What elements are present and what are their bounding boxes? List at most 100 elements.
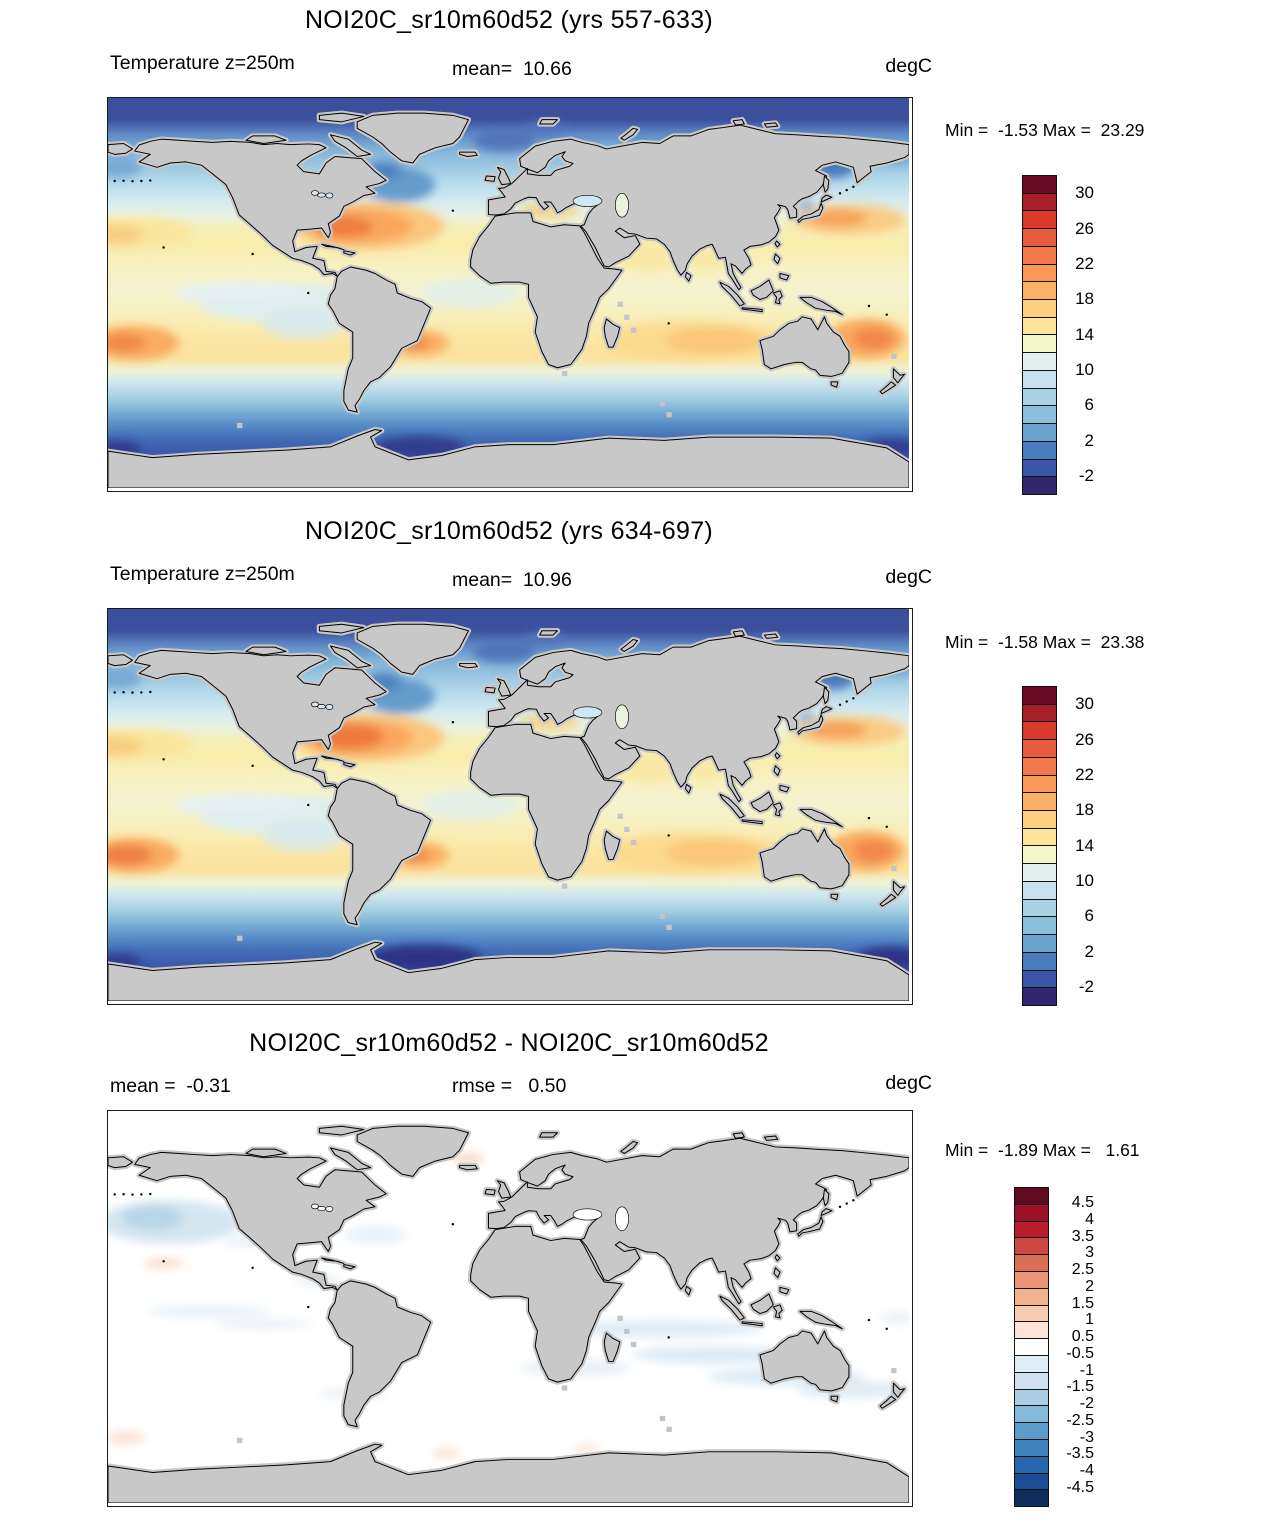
colorbar-cell [1023, 969, 1056, 988]
panel3-rmse-label: rmse = 0.50 [452, 1075, 567, 1097]
panel2-map [107, 608, 913, 1005]
colorbar-cell [1023, 299, 1056, 317]
panel3-title: NOI20C_sr10m60d52 - NOI20C_sr10m60d52 [249, 1029, 769, 1057]
colorbar-tick-label: 30 [1075, 183, 1094, 203]
colorbar-cell [1023, 192, 1056, 211]
colorbar-cell [1023, 987, 1056, 1005]
panel1-map-svg [108, 98, 909, 488]
colorbar-tick-label: 2 [1085, 1277, 1094, 1295]
colorbar-tick-label: 0.5 [1071, 1328, 1094, 1346]
colorbar-cell [1015, 1438, 1048, 1456]
colorbar-tick-label: -3.5 [1066, 1445, 1094, 1463]
colorbar-cell [1015, 1354, 1048, 1372]
panel2-colorbar-ticks: 30 26 22 18 14 10 6 2 -2 [1060, 686, 1094, 1004]
colorbar-cell [1015, 1304, 1048, 1322]
colorbar-tick-label: 1 [1085, 1311, 1094, 1329]
panel2-title: NOI20C_sr10m60d52 (yrs 634-697) [304, 517, 714, 545]
colorbar-cell [1023, 210, 1056, 229]
colorbar-tick-label: -4.5 [1066, 1478, 1094, 1496]
panel1-colorbar-ticks: 30 26 22 18 14 10 6 2 -2 [1060, 175, 1094, 493]
colorbar-cell [1023, 951, 1056, 970]
colorbar-cell [1023, 369, 1056, 388]
colorbar-cell [1015, 1489, 1048, 1507]
colorbar-cell [1023, 845, 1056, 864]
colorbar-cell [1023, 440, 1056, 459]
colorbar-tick-label: 1.5 [1071, 1294, 1094, 1312]
colorbar-cell [1015, 1287, 1048, 1305]
panel2-map-svg [108, 609, 909, 1001]
colorbar-cell [1023, 352, 1056, 370]
colorbar-cell [1023, 863, 1056, 881]
colorbar-tick-label: -4 [1079, 1462, 1094, 1480]
colorbar-tick-label: -2 [1079, 1395, 1094, 1413]
colorbar-cell [1015, 1203, 1048, 1221]
colorbar-cell [1023, 898, 1056, 917]
colorbar-cell [1015, 1321, 1048, 1339]
panel2-units-label: degC [885, 566, 932, 588]
colorbar-tick-label: -0.5 [1066, 1344, 1094, 1362]
colorbar-cell [1015, 1455, 1048, 1473]
panel2-variable-label: Temperature z=250m [110, 563, 295, 585]
colorbar-cell [1023, 880, 1056, 899]
colorbar-cell [1023, 263, 1056, 282]
colorbar-tick-label: 26 [1075, 218, 1094, 238]
colorbar-cell [1023, 228, 1056, 246]
colorbar-cell [1015, 1371, 1048, 1389]
colorbar-cell [1023, 176, 1056, 193]
panel3-colorbar-ticks: 4.5 4 3.5 3 2.5 2 1.5 1 0.5 -0.5 -1 -1.5 -2 -2.5 -3 -3.… [1052, 1187, 1094, 1505]
colorbar-cell [1023, 334, 1056, 353]
colorbar-cell [1015, 1472, 1048, 1490]
colorbar-cell [1023, 687, 1056, 704]
colorbar-tick-label: 2 [1084, 941, 1094, 961]
colorbar-cell [1023, 281, 1056, 300]
colorbar-cell [1023, 756, 1056, 775]
colorbar-tick-label: -1 [1079, 1361, 1094, 1379]
panel2-mean-label: mean= 10.96 [452, 569, 572, 591]
colorbar-tick-label: 14 [1075, 324, 1094, 344]
panel3-map [107, 1110, 913, 1507]
colorbar-cell [1023, 739, 1056, 757]
colorbar-cell [1023, 703, 1056, 722]
colorbar-tick-label: 6 [1084, 906, 1094, 926]
colorbar-cell [1015, 1270, 1048, 1288]
colorbar-tick-label: -1.5 [1066, 1378, 1094, 1396]
colorbar-tick-label: 30 [1075, 694, 1094, 714]
colorbar-cell [1023, 458, 1056, 477]
colorbar-tick-label: 2 [1084, 430, 1094, 450]
colorbar-tick-label: -2 [1078, 465, 1094, 485]
colorbar-cell [1023, 792, 1056, 811]
panel3-map-svg [108, 1111, 909, 1503]
panel1-units-label: degC [885, 55, 932, 77]
colorbar-tick-label: 18 [1075, 800, 1094, 820]
panel3-mean-label: mean = -0.31 [110, 1075, 231, 1097]
panel3-colorbar [1014, 1187, 1049, 1507]
colorbar-tick-label: 4 [1085, 1210, 1094, 1228]
colorbar-cell [1023, 316, 1056, 335]
panel1-map [107, 97, 913, 492]
colorbar-cell [1023, 774, 1056, 793]
colorbar-tick-label: 10 [1075, 359, 1094, 379]
panel2-minmax: Min = -1.58 Max = 23.38 [945, 632, 1145, 652]
colorbar-cell [1023, 423, 1056, 441]
colorbar-cell [1015, 1220, 1048, 1238]
colorbar-tick-label: 3.5 [1071, 1227, 1094, 1245]
colorbar-tick-label: 26 [1075, 729, 1094, 749]
panel3-units-label: degC [885, 1072, 932, 1094]
colorbar-cell [1023, 827, 1056, 846]
colorbar-cell [1023, 721, 1056, 740]
colorbar-cell [1023, 405, 1056, 424]
colorbar-tick-label: -3 [1079, 1428, 1094, 1446]
colorbar-cell [1023, 934, 1056, 952]
colorbar-cell [1023, 476, 1056, 494]
colorbar-tick-label: 14 [1075, 835, 1094, 855]
colorbar-cell [1015, 1188, 1048, 1204]
colorbar-tick-label: 22 [1075, 764, 1094, 784]
colorbar-cell [1015, 1422, 1048, 1439]
colorbar-tick-label: 4.5 [1071, 1194, 1094, 1212]
colorbar-tick-label: 6 [1084, 395, 1094, 415]
colorbar-cell [1015, 1254, 1048, 1271]
colorbar-tick-label: 2.5 [1071, 1261, 1094, 1279]
panel1-title: NOI20C_sr10m60d52 (yrs 557-633) [304, 6, 714, 34]
panel1-colorbar [1022, 175, 1057, 495]
